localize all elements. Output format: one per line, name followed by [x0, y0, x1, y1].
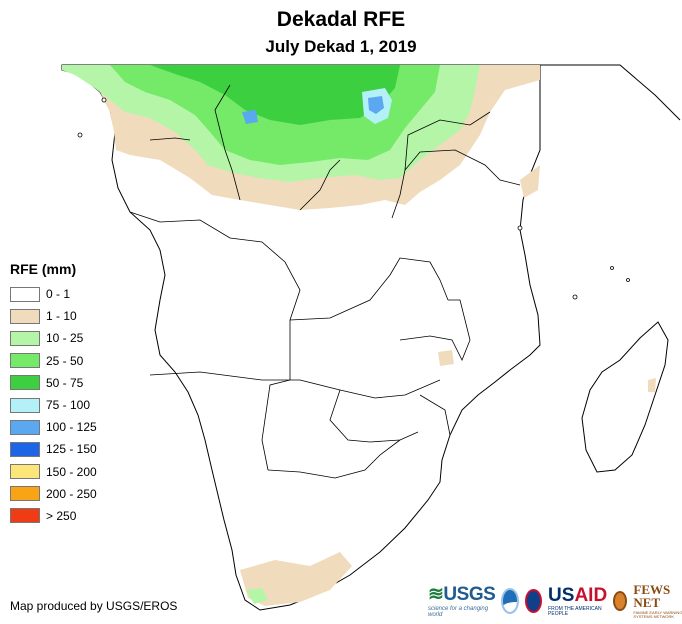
usaid-logo: USAID FROM THE AMERICAN PEOPLE: [548, 586, 607, 617]
legend-label: 75 - 100: [46, 398, 91, 413]
legend-label: 1 - 10: [46, 309, 77, 324]
fews-tagline: FAMINE EARLY WARNING SYSTEMS NETWORK: [633, 610, 682, 619]
legend-swatch: [10, 486, 40, 502]
usgs-name: USGS: [443, 583, 496, 605]
legend-swatch: [10, 508, 40, 524]
legend-item: 150 - 200: [10, 461, 97, 483]
legend-swatch: [10, 419, 40, 435]
legend-label: 25 - 50: [46, 353, 84, 368]
map-title: Dekadal RFE: [276, 8, 406, 31]
legend-item: 0 - 1: [10, 283, 97, 305]
legend-item: 10 - 25: [10, 327, 97, 349]
legend-item: 50 - 75: [10, 372, 97, 394]
rain-zone-1-10mm-south: [240, 552, 352, 606]
logos: ≋USGS science for a changing world USAID…: [428, 583, 682, 619]
usaid-tagline: FROM THE AMERICAN PEOPLE: [548, 605, 602, 617]
madagascar-rain-1-10mm: [648, 378, 656, 392]
legend-item: 25 - 50: [10, 350, 97, 372]
legend: RFE (mm) 0 - 1 1 - 10 10 - 25 25 - 50 50 - 7…: [10, 261, 97, 527]
credit-text: Map produced by USGS/EROS: [10, 599, 178, 613]
islands: [77, 97, 630, 300]
map-subtitle: July Dekad 1, 2019: [265, 37, 417, 56]
legend-item: 200 - 250: [10, 483, 97, 505]
legend-label: 10 - 25: [46, 331, 84, 346]
usaid-seal-icon: [525, 589, 543, 613]
noaa-logo: [501, 588, 520, 614]
legend-swatch: [10, 397, 40, 413]
fews-net-logo: FEWS NET FAMINE EARLY WARNING SYSTEMS NE…: [633, 583, 682, 619]
madagascar: [581, 321, 669, 473]
legend-label: > 250: [46, 508, 77, 523]
legend-label: 200 - 250: [46, 486, 97, 501]
legend-swatch: [10, 464, 40, 480]
legend-label: 100 - 125: [46, 420, 97, 435]
rain-zone-100-125mm: [368, 96, 384, 114]
legend-swatch: [10, 330, 40, 346]
usaid-name-suffix: AID: [574, 584, 608, 606]
legend-label: 125 - 150: [46, 442, 97, 457]
legend-item: > 250: [10, 505, 97, 527]
horn-of-africa-coast: [540, 64, 681, 121]
fews-seal-icon: [613, 591, 628, 611]
rain-zone-1-10mm-east-coast: [520, 165, 540, 198]
legend-swatch: [10, 308, 40, 324]
usgs-logo: ≋USGS science for a changing world: [428, 583, 496, 618]
country-borders: [129, 84, 521, 479]
legend-swatch: [10, 353, 40, 369]
legend-item: 1 - 10: [10, 305, 97, 327]
rain-zone-100-125mm-west: [242, 110, 258, 124]
legend-label: 50 - 75: [46, 375, 84, 390]
usgs-tagline: science for a changing world: [428, 605, 489, 618]
rain-zone-1-10mm-malawi: [438, 350, 454, 366]
legend-label: 0 - 1: [46, 287, 71, 302]
legend-swatch: [10, 441, 40, 457]
africa-landmass: [61, 64, 541, 611]
legend-item: 75 - 100: [10, 394, 97, 416]
legend-label: 150 - 200: [46, 464, 97, 479]
rain-zone-50-75mm: [150, 65, 400, 125]
legend-swatch: [10, 375, 40, 391]
usaid-name-prefix: US: [548, 584, 575, 606]
legend-rows: 0 - 1 1 - 10 10 - 25 25 - 50 50 - 75 75 - 100…: [10, 283, 97, 527]
fews-name: FEWS NET: [633, 582, 671, 610]
rain-zone-10-25mm-south: [246, 588, 268, 604]
legend-item: 100 - 125: [10, 416, 97, 438]
legend-title: RFE (mm): [10, 261, 77, 277]
legend-item: 125 - 150: [10, 438, 97, 460]
legend-swatch: [10, 286, 40, 302]
